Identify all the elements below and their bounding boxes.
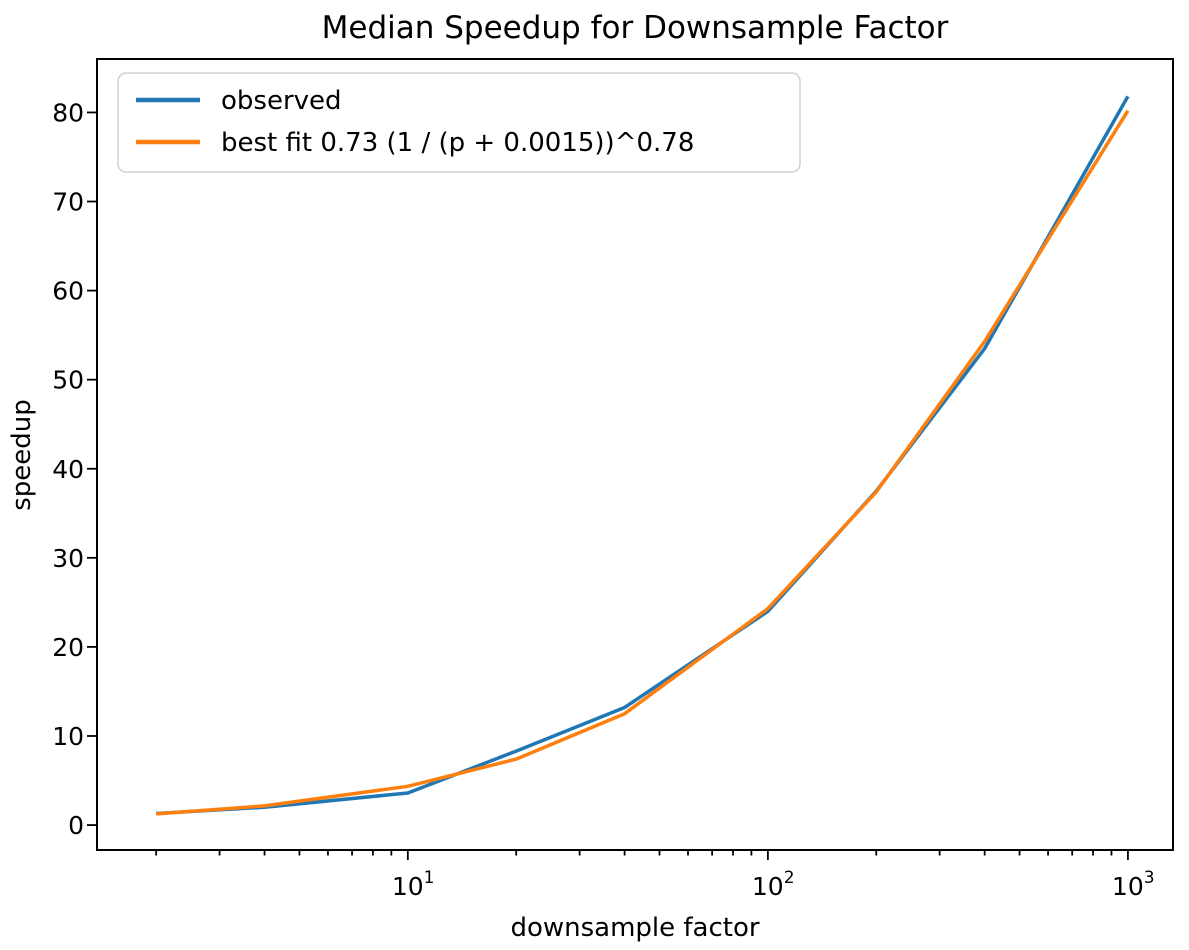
legend: observed best fit 0.73 (1 / (p + 0.0015)… (117, 72, 801, 173)
plot-series (156, 95, 1130, 816)
y-axis-ticks (87, 111, 97, 826)
chart-title: Median Speedup for Downsample Factor (322, 10, 949, 46)
y-tick-label: 40 (52, 455, 84, 484)
x-tick-label: 103 (1112, 868, 1155, 901)
y-tick-label: 50 (52, 366, 84, 395)
y-tick-label: 60 (52, 277, 84, 306)
y-axis-label: speedup (7, 399, 37, 511)
legend-label-best-fit: best fit 0.73 (1 / (p + 0.0015))^0.78 (221, 128, 694, 158)
legend-item-best-fit: best fit 0.73 (1 / (p + 0.0015))^0.78 (136, 128, 694, 158)
y-tick-label: 20 (52, 633, 84, 662)
y-tick-label: 30 (52, 544, 84, 573)
plot-area-border (96, 58, 1174, 851)
x-tick-label: 101 (392, 868, 435, 901)
best-fit-line (156, 109, 1130, 816)
x-tick-label: 102 (752, 868, 795, 901)
y-tick-label: 10 (52, 722, 84, 751)
x-axis-tick-labels: 101 102 103 (392, 868, 1155, 901)
x-axis-major-ticks (406, 850, 1129, 860)
legend-item-observed: observed (136, 86, 342, 116)
y-tick-label: 70 (52, 188, 84, 217)
legend-box (117, 72, 801, 173)
y-axis-tick-labels: 0 10 20 30 40 50 60 70 80 (52, 98, 84, 840)
x-axis-label: downsample factor (510, 913, 759, 943)
legend-label-observed: observed (221, 86, 342, 116)
observed-line (156, 95, 1130, 816)
y-tick-label: 80 (52, 98, 84, 127)
y-tick-label: 0 (68, 811, 84, 840)
